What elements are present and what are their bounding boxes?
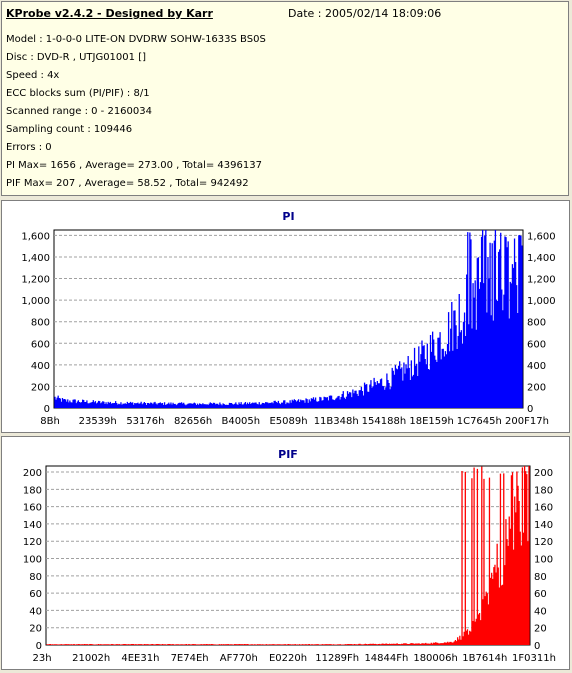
x-tick-label: 154188h [362, 416, 407, 427]
pif-chart: PIF 0 0 20 20 40 40 60 60 80 80 100 100 120 120 140 140 1… [23, 448, 556, 664]
y-tick-label-right: 200 [534, 468, 553, 479]
disc-info-panel: KProbe v2.4.2 - Designed by Karr Date : … [1, 1, 569, 196]
info-errors: Errors : 0 [6, 142, 52, 153]
x-tick-label: 21002h [72, 653, 110, 664]
y-tick-label-right: 40 [534, 606, 547, 617]
y-tick-label-left: 60 [29, 589, 42, 600]
y-tick-label-left: 0 [36, 641, 42, 652]
y-tick-label-left: 200 [31, 382, 50, 393]
bar-series [54, 230, 523, 408]
y-tick-label-left: 600 [31, 339, 50, 350]
info-speed: Speed : 4x [6, 70, 60, 81]
x-tick-label: 8Bh [40, 416, 60, 427]
y-tick-label-left: 40 [29, 606, 42, 617]
info-pi-stats: PI Max= 1656 , Average= 273.00 , Total= … [6, 160, 262, 171]
y-tick-label-right: 100 [534, 555, 553, 566]
x-tick-label: 180006h [413, 653, 458, 664]
x-tick-label: E0220h [269, 653, 307, 664]
info-sampling-count: Sampling count : 109446 [6, 124, 133, 135]
pi-chart-panel: PI 0 0 200 200 400 400 600 600 800 800 1,000 1,000 1,… [1, 200, 570, 433]
scan-date: Date : 2005/02/14 18:09:06 [288, 7, 442, 20]
x-tick-label: 1B7614h [462, 653, 507, 664]
x-tick-label: 4EE31h [121, 653, 159, 664]
info-scanned-range: Scanned range : 0 - 2160034 [6, 106, 152, 117]
y-tick-label-right: 400 [527, 361, 546, 372]
x-tick-label: 1F0311h [512, 653, 556, 664]
y-tick-label-left: 0 [44, 404, 50, 415]
y-tick-label-left: 800 [31, 318, 50, 329]
x-tick-label: 23539h [79, 416, 117, 427]
info-ecc-blocks: ECC blocks sum (PI/PIF) : 8/1 [6, 88, 150, 99]
y-tick-label-right: 140 [534, 520, 553, 531]
y-tick-label-right: 60 [534, 589, 547, 600]
y-tick-label-left: 1,400 [21, 253, 50, 264]
y-tick-label-right: 1,600 [527, 231, 556, 242]
y-tick-label-left: 200 [23, 468, 42, 479]
y-tick-label-left: 120 [23, 537, 42, 548]
y-tick-label-right: 120 [534, 537, 553, 548]
y-tick-label-left: 20 [29, 624, 42, 635]
x-tick-label: 11B348h [314, 416, 359, 427]
y-tick-label-right: 180 [534, 485, 553, 496]
y-tick-label-left: 1,600 [21, 231, 50, 242]
x-tick-label: AF770h [220, 653, 258, 664]
y-tick-label-right: 1,400 [527, 253, 556, 264]
y-tick-label-right: 20 [534, 624, 547, 635]
x-tick-label: 11289Fh [315, 653, 359, 664]
y-tick-label-right: 1,000 [527, 296, 556, 307]
x-tick-label: E5089h [269, 416, 307, 427]
bar-series [46, 466, 530, 645]
bars [54, 230, 523, 408]
x-tick-label: 14844Fh [364, 653, 408, 664]
y-tick-label-left: 1,000 [21, 296, 50, 307]
y-tick-label-left: 100 [23, 555, 42, 566]
y-tick-label-left: 140 [23, 520, 42, 531]
y-tick-label-left: 80 [29, 572, 42, 583]
y-tick-label-left: 160 [23, 503, 42, 514]
chart-title: PI [282, 210, 294, 223]
info-pif-stats: PIF Max= 207 , Average= 58.52 , Total= 9… [6, 178, 249, 189]
x-tick-label: 18E159h [409, 416, 453, 427]
y-tick-label-right: 200 [527, 382, 546, 393]
info-disc: Disc : DVD-R , UTJG01001 [] [6, 52, 146, 63]
chart-title: PIF [278, 448, 298, 461]
pi-chart: PI 0 0 200 200 400 400 600 600 800 800 1,000 1,000 1,… [21, 210, 556, 427]
y-tick-label-right: 0 [527, 404, 533, 415]
info-model: Model : 1-0-0-0 LITE-ON DVDRW SOHW-1633S… [6, 34, 266, 45]
x-tick-label: 1C7645h [457, 416, 502, 427]
y-tick-label-right: 600 [527, 339, 546, 350]
x-tick-label: 53176h [126, 416, 164, 427]
x-tick-label: 200F17h [505, 416, 549, 427]
y-tick-label-right: 160 [534, 503, 553, 514]
y-tick-label-left: 180 [23, 485, 42, 496]
bars [46, 466, 530, 645]
x-tick-label: 7E74Eh [171, 653, 209, 664]
x-tick-label: B4005h [221, 416, 260, 427]
y-tick-label-left: 400 [31, 361, 50, 372]
x-tick-label: 23h [32, 653, 51, 664]
pif-chart-panel: PIF 0 0 20 20 40 40 60 60 80 80 100 100 120 120 140 140 1… [1, 436, 570, 670]
app-title: KProbe v2.4.2 - Designed by Karr [6, 7, 213, 20]
y-tick-label-right: 0 [534, 641, 540, 652]
x-tick-label: 82656h [174, 416, 212, 427]
y-tick-label-right: 800 [527, 318, 546, 329]
plot-area [45, 465, 531, 646]
y-tick-label-right: 1,200 [527, 275, 556, 286]
y-tick-label-left: 1,200 [21, 275, 50, 286]
y-tick-label-right: 80 [534, 572, 547, 583]
